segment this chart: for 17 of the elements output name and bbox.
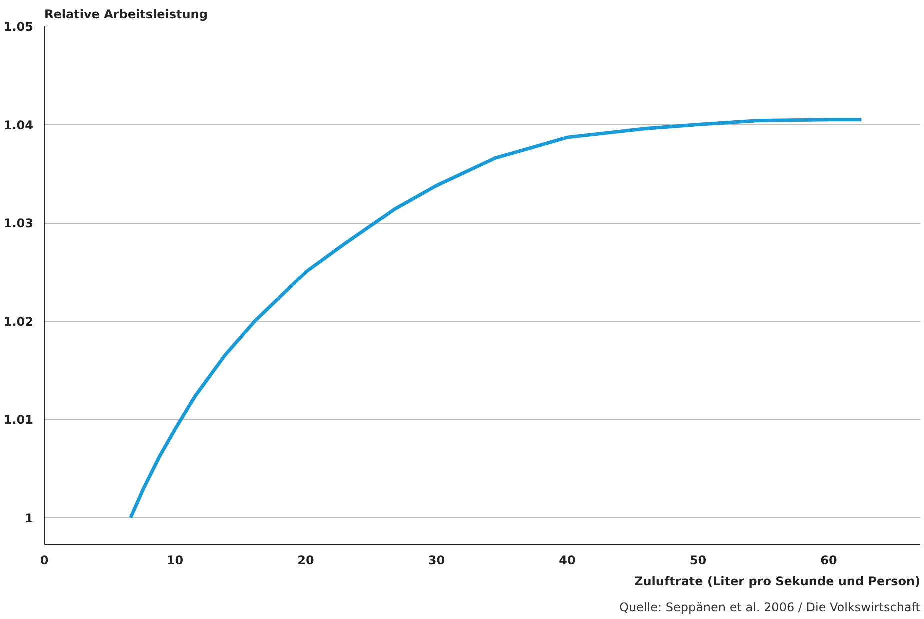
- line-series: [129, 118, 864, 520]
- y-tick-label: 1.04: [4, 118, 34, 132]
- source-note: Quelle: Seppänen et al. 2006 / Die Volkswirtschaft: [619, 600, 921, 614]
- x-tick-label: 0: [40, 554, 49, 568]
- x-axis-title: Zuluftrate (Liter pro Sekunde und Person): [634, 574, 921, 588]
- y-tick-label: 1.02: [4, 314, 34, 329]
- x-tick-label: 10: [166, 554, 184, 568]
- x-tick-label: 30: [428, 554, 446, 568]
- x-tick-label: 40: [559, 554, 576, 568]
- y-axis-title: Relative Arbeitsleistung: [44, 8, 208, 22]
- y-tick-label: 1.03: [4, 216, 34, 231]
- x-tick-label: 50: [690, 554, 707, 568]
- y-tick-label: 1: [25, 511, 34, 526]
- y-tick-label: 1.05: [4, 20, 34, 34]
- x-tick-label: 20: [298, 554, 314, 568]
- y-tick-label: 1.01: [4, 413, 34, 428]
- x-tick-label: 60: [820, 554, 838, 568]
